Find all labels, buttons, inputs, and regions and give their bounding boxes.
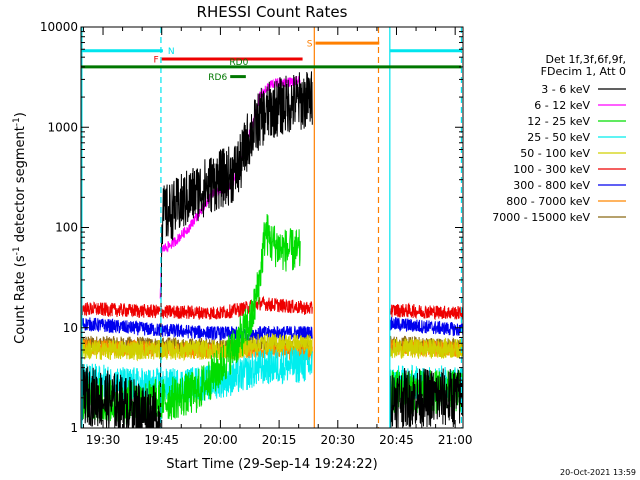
x-tick-label: 21:00 bbox=[438, 433, 473, 447]
legend-entry-label: 25 - 50 keV bbox=[527, 131, 590, 144]
series-line-0 bbox=[81, 71, 463, 428]
y-tick-label: 1 bbox=[70, 421, 78, 435]
legend-entry-label: 300 - 800 keV bbox=[513, 179, 590, 192]
y-axis: 1 10 100 1000 10000 bbox=[40, 20, 463, 435]
legend: Det 1f,3f,6f,9f,FDecim 1, Att 0 3 - 6 keV… bbox=[492, 53, 626, 224]
x-tick-label: 20:45 bbox=[379, 433, 414, 447]
y-axis-label: Count Rate (s-1 detector segment-1) bbox=[12, 112, 28, 344]
legend-entry-label: 12 - 25 keV bbox=[527, 115, 590, 128]
x-tick-label: 20:00 bbox=[203, 433, 238, 447]
legend-header: FDecim 1, Att 0 bbox=[541, 65, 626, 78]
legend-entry-label: 7000 - 15000 keV bbox=[492, 211, 590, 224]
x-axis-label: Start Time (29-Sep-14 19:24:22) bbox=[166, 457, 377, 472]
legend-entry-label: 800 - 7000 keV bbox=[506, 195, 590, 208]
state-bar-label-f: F bbox=[154, 55, 159, 65]
legend-entry-label: 50 - 100 keV bbox=[520, 147, 590, 160]
series-line-5 bbox=[81, 295, 463, 321]
legend-entry-label: 3 - 6 keV bbox=[541, 83, 590, 96]
state-bar-label-rd0: RD0 bbox=[229, 58, 248, 68]
state-bar-label-n: N bbox=[168, 47, 175, 57]
legend-header: Det 1f,3f,6f,9f, bbox=[545, 53, 626, 66]
x-tick-label: 19:30 bbox=[86, 433, 121, 447]
timestamp-label: 20-Oct-2021 13:59 bbox=[560, 468, 636, 477]
state-bar-label-s: S bbox=[307, 40, 313, 50]
legend-entry-label: 100 - 300 keV bbox=[513, 163, 590, 176]
y-tick-label: 1000 bbox=[47, 120, 78, 134]
x-tick-label: 20:15 bbox=[262, 433, 297, 447]
y-tick-label: 10 bbox=[63, 321, 78, 335]
y-tick-label: 100 bbox=[55, 221, 78, 235]
x-axis: 19:30 19:45 20:00 20:15 20:30 20:45 21:00 bbox=[82, 27, 473, 447]
series-line-4 bbox=[81, 333, 463, 362]
chart-title: RHESSI Count Rates bbox=[197, 3, 348, 21]
legend-entry-label: 6 - 12 keV bbox=[534, 99, 590, 112]
state-bar-label-rd6: RD6 bbox=[208, 73, 227, 83]
y-tick-label: 10000 bbox=[40, 20, 78, 34]
x-tick-label: 19:45 bbox=[144, 433, 179, 447]
x-tick-label: 20:30 bbox=[320, 433, 355, 447]
